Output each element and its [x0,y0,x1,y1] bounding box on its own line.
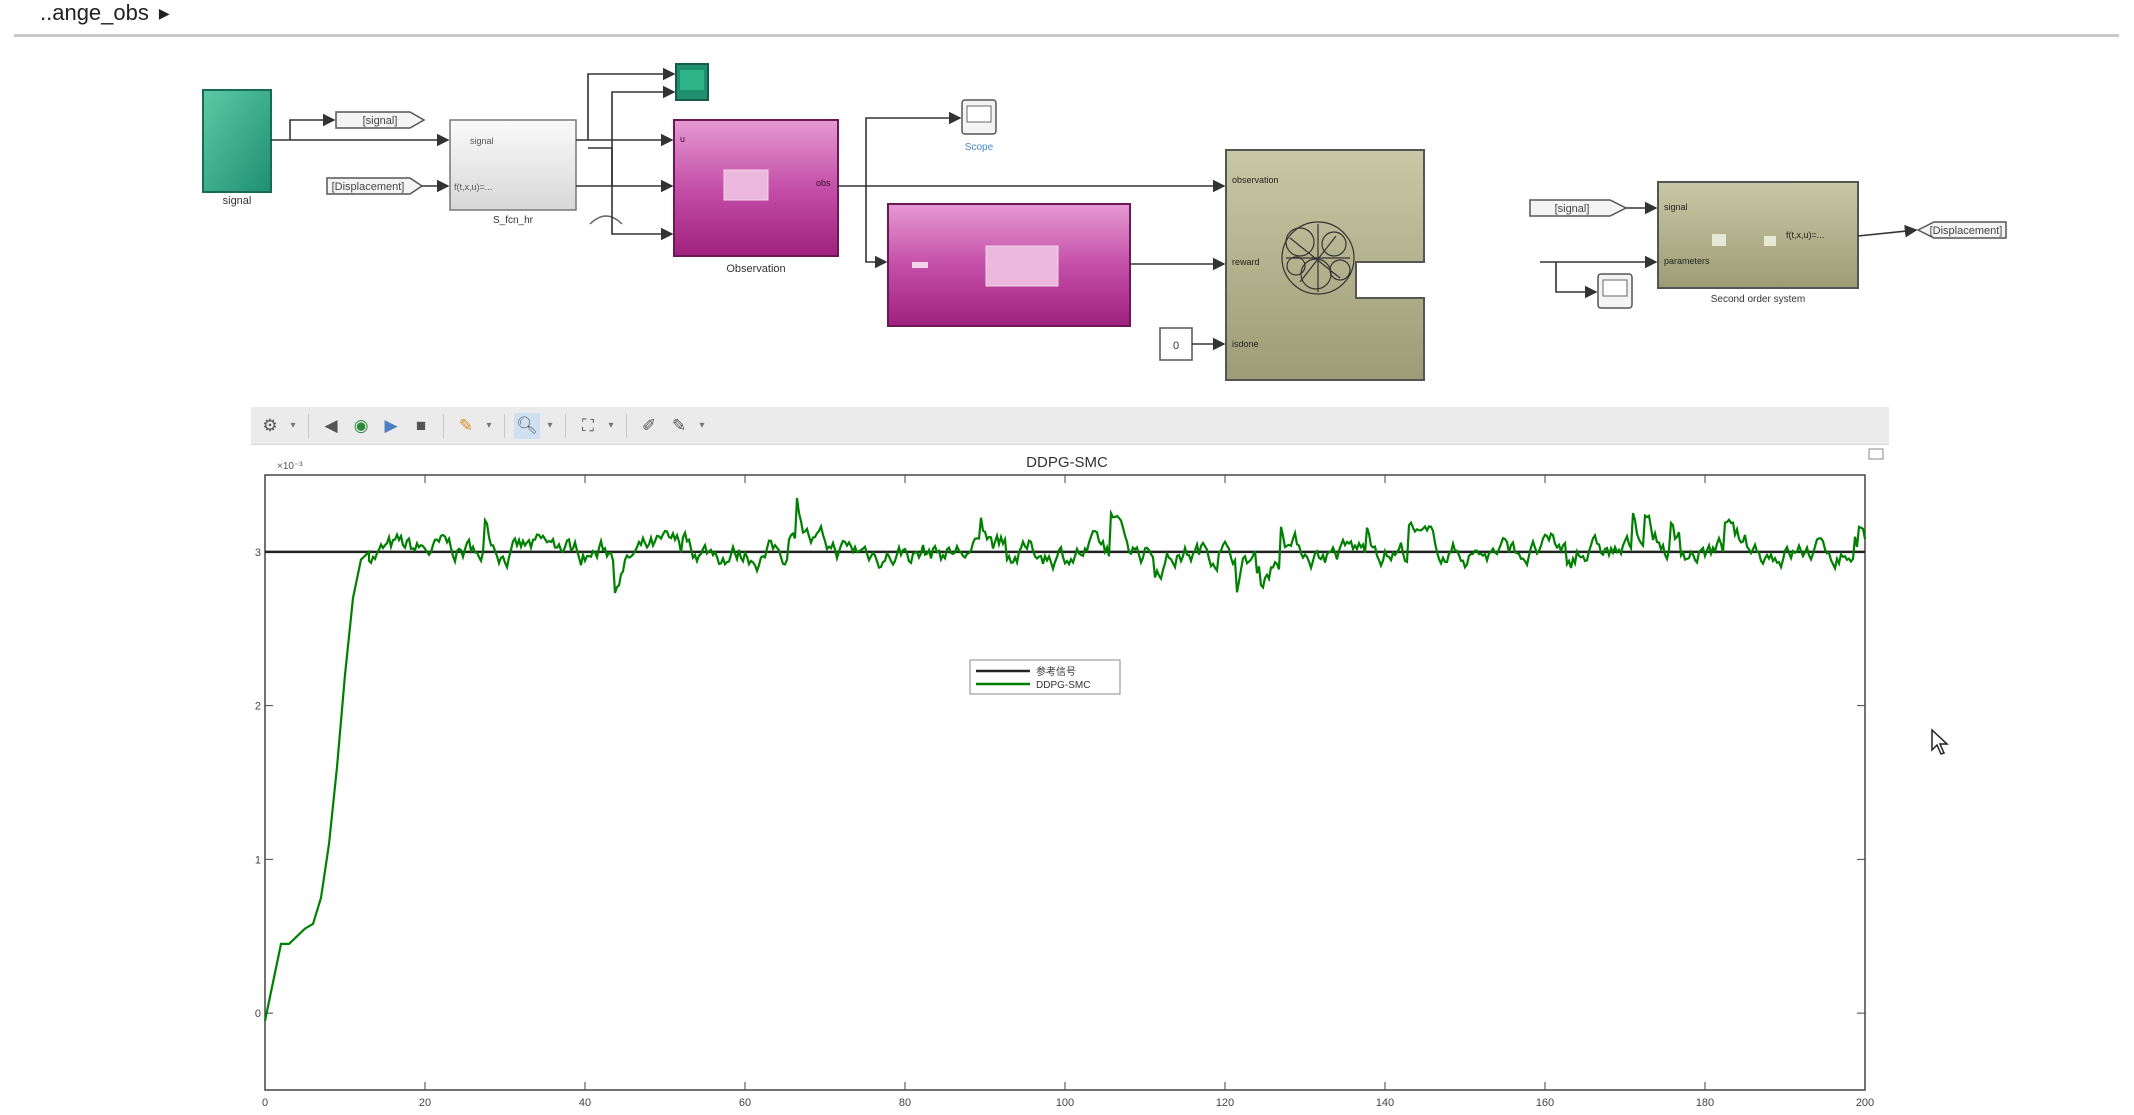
y-tick-label: 3 [255,547,261,559]
step-back-icon[interactable]: ◀ [324,415,338,435]
toolbar-separator [565,413,566,438]
legend-entry: DDPG-SMC [1036,680,1090,691]
legend-box [969,659,1121,695]
plot-frame [264,474,1866,1091]
goto-signal-label: [signal] [363,115,398,127]
gear-icon[interactable]: ⚙ [262,415,278,435]
scope-window[interactable]: ⚙ ▾ ◀ ◉ ▶ ■ ✎ ▾ 🔍︎ ▾ ⛶ ▾ ✐ ✎ ▾ DDPG-SMC … [251,407,1889,1110]
constant-block[interactable]: 0 [1159,327,1193,361]
dropdown-icon[interactable]: ▾ [290,420,296,431]
x-tick-label: 100 [1056,1097,1074,1109]
x-tick-label: 200 [1856,1097,1874,1109]
highlight-icon[interactable]: ✎ [458,415,474,435]
scope-plot-area[interactable]: DDPG-SMC ×10⁻³ 0 20 40 60 80 100 120 140 160 180 2… [251,445,1889,1110]
breadcrumb-arrow-icon[interactable]: ▶ [158,4,170,21]
agent-observation-port: observation [1232,175,1279,185]
sos-port-params: parameters [1664,256,1710,266]
toolbar-separator [308,413,309,438]
sfcn-func-text: f(t,x,u)=... [454,182,492,192]
signal-block-label: signal [223,195,252,207]
agent-isdone-port: isdone [1232,339,1259,349]
cursor-measure-icon[interactable]: ✐ [641,415,657,435]
obs-port-in: u [680,134,685,144]
observation-label: Observation [726,263,785,275]
breadcrumb[interactable]: ..ange_obs ▶ [40,0,170,26]
toolbar-separator [626,413,627,438]
display-block[interactable] [675,63,709,101]
rl-agent-block[interactable]: observation reward isdone [1225,149,1425,381]
dropdown-icon[interactable]: ▾ [699,420,705,431]
x-tick-label: 60 [739,1097,751,1109]
observation-subsystem[interactable]: u obs Observation [673,119,839,275]
exponent-label: ×10⁻³ [277,461,303,472]
diagram-canvas: signal [signal] [Displacement] signal f(… [202,63,2007,381]
second-order-system-block[interactable]: signal parameters f(t,x,u)=... Second or… [1657,181,1859,305]
goto-displacement-block[interactable]: [Displacement] [1916,221,2007,239]
x-tick-label: 40 [579,1097,591,1109]
from-displacement-label: [Displacement] [332,181,405,193]
sos-func-text: f(t,x,u)=... [1786,230,1824,240]
y-tick-label: 2 [255,701,261,713]
stop-icon[interactable]: ■ [415,415,427,435]
dropdown-icon[interactable]: ▾ [486,420,492,431]
constant-value: 0 [1173,340,1179,352]
step-forward-icon[interactable]: ▶ [384,415,398,435]
y-tick-label: 1 [255,854,261,866]
dropdown-icon[interactable]: ▾ [608,420,614,431]
from-signal-right-label: [signal] [1555,203,1590,215]
goto-displacement-label: [Displacement] [1930,225,2003,237]
legend-entry: 参考信号 [1036,665,1076,678]
x-tick-label: 120 [1216,1097,1234,1109]
s-function-block[interactable]: signal f(t,x,u)=... S_fcn_hr [449,119,623,226]
scope-right-block[interactable] [1597,273,1633,309]
toolbar-separator [504,413,505,438]
zoom-icon[interactable]: 🔍︎ [514,412,540,439]
divider [14,34,2119,37]
undock-icon[interactable] [1868,448,1884,460]
scope-block[interactable]: Scope [961,99,997,153]
sfcn-label: S_fcn_hr [493,215,534,226]
x-tick-label: 20 [419,1097,431,1109]
style-icon[interactable]: ✎ [671,415,687,435]
x-tick-label: 140 [1376,1097,1394,1109]
chart-title: DDPG-SMC [1026,454,1108,471]
toolbar-separator [443,413,444,438]
scope-toolbar: ⚙ ▾ ◀ ◉ ▶ ■ ✎ ▾ 🔍︎ ▾ ⛶ ▾ ✐ ✎ ▾ [251,407,1889,445]
run-icon[interactable]: ◉ [353,415,369,435]
x-tick-label: 80 [899,1097,911,1109]
dropdown-icon[interactable]: ▾ [547,420,553,431]
obs-port-out: obs [816,178,831,188]
goto-signal-block[interactable]: [signal] [335,111,426,129]
ddpg-smc-chart[interactable]: DDPG-SMC ×10⁻³ 0 20 40 60 80 100 120 140 160 180 2… [251,445,1889,1110]
ddpg-smc-series-line [263,497,1867,1022]
x-tick-label: 0 [262,1097,268,1109]
sos-port-signal: signal [1664,202,1688,212]
x-tick-label: 160 [1536,1097,1554,1109]
from-displacement-block[interactable]: [Displacement] [326,177,424,195]
model-name[interactable]: ..ange_obs [40,0,149,25]
signal-builder-block[interactable]: signal [202,89,272,207]
autoscale-icon[interactable]: ⛶ [582,415,594,435]
simulink-diagram[interactable]: signal [signal] [Displacement] signal f(… [0,38,2134,398]
neural-net-icon [1281,221,1355,295]
signal-lines [271,67,1918,351]
agent-reward-port: reward [1232,257,1260,267]
reward-subsystem[interactable] [887,203,1131,327]
svg-text:signal: signal [470,136,494,146]
second-order-label: Second order system [1711,294,1806,305]
from-signal-right-block[interactable]: [signal] [1529,199,1628,217]
y-tick-label: 0 [255,1008,261,1020]
mouse-cursor-icon [1931,728,1949,755]
scope-label: Scope [965,142,994,153]
x-tick-label: 180 [1696,1097,1714,1109]
